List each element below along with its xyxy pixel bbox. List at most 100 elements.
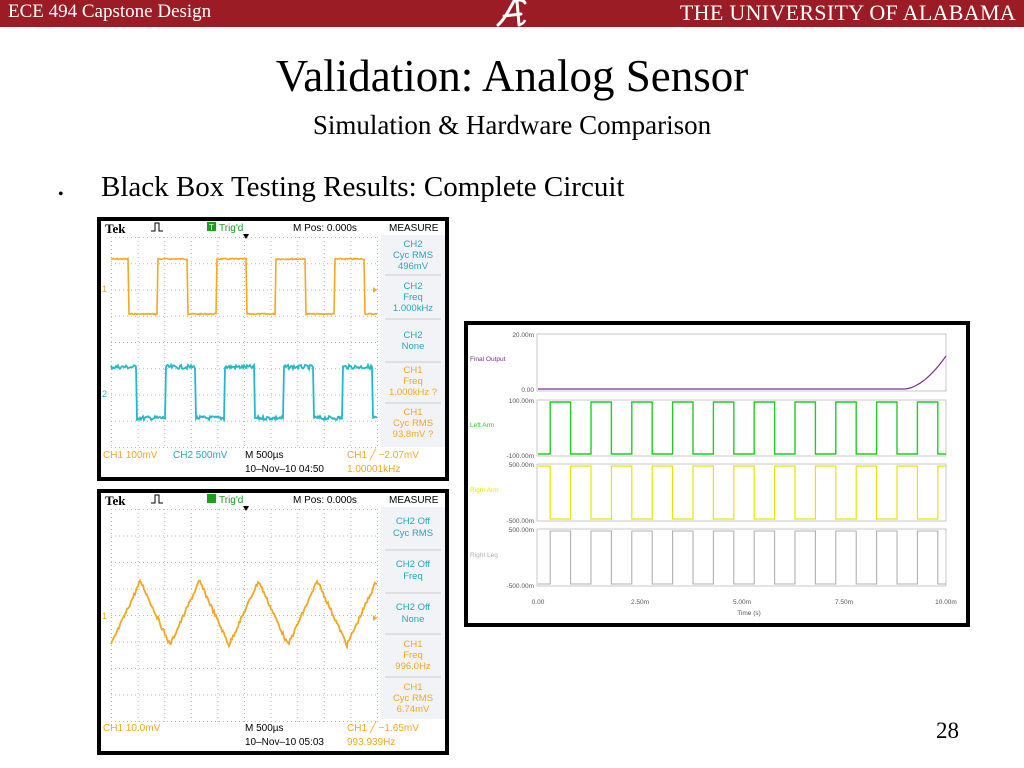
scope-2-trigger-level-icon [373, 615, 377, 621]
scope-2-trigger-edge-icon [151, 494, 163, 504]
scope-1-measurement-1: CH2 Cyc RMS 496mV [393, 239, 433, 272]
scope-2-measurement-4: CH1 Freq 996.0Hz [395, 639, 431, 672]
sim-final-output-trace [538, 355, 947, 390]
scope-1-measurement-5: CH1 Cyc RMS 93.8mV ? [393, 407, 434, 440]
svg-text:6.74mV: 6.74mV [397, 704, 430, 715]
scope-2-brand: Tek [105, 493, 126, 508]
sim-right-arm-trace [538, 465, 946, 520]
scope-2-ch1-scale: CH1 10.0mV [103, 723, 161, 734]
scope-1-brand: Tek [105, 221, 126, 236]
sim-panel-1-bottom-label: 0.00 [521, 387, 534, 394]
svg-text:Freq: Freq [403, 292, 423, 303]
scope-1-mpos: M Pos: 0.000s [293, 223, 357, 234]
oscilloscope-capture-2: Tek Trig'd M Pos: 0.000s MEASURE 1 CH2 O… [97, 489, 449, 755]
svg-text:None: None [402, 614, 425, 625]
sim-panel-2-bottom-label: -100.00m [507, 453, 534, 460]
svg-text:CH2: CH2 [403, 239, 422, 250]
scope-2-date: 10–Nov–10 05:03 [245, 737, 324, 748]
svg-text:Cyc RMS: Cyc RMS [393, 693, 433, 704]
svg-text:CH1: CH1 [403, 682, 422, 693]
sim-x-label: Time (s) [737, 610, 761, 617]
slide-title: Validation: Analog Sensor [275, 51, 749, 101]
sim-x-tick: 2.50m [631, 599, 649, 606]
sim-x-tick: 0.00 [532, 599, 545, 606]
scope-1-ch2-trace [110, 362, 378, 423]
svg-text:CH2 Off: CH2 Off [396, 602, 431, 613]
scope-1-graticule [111, 237, 378, 448]
scope-2-mpos: M Pos: 0.000s [293, 495, 357, 506]
scope-2-measure-header: MEASURE [389, 495, 439, 506]
scope-1-screen: Tek T Trig'd M Pos: 0.000s MEASURE 1 2 C… [101, 221, 445, 477]
scope-1-ch2-marker: 2 [102, 389, 107, 399]
oscilloscope-capture-1: Tek T Trig'd M Pos: 0.000s MEASURE 1 2 C… [97, 217, 449, 481]
svg-text:Cyc RMS: Cyc RMS [393, 418, 433, 429]
university-name: THE UNIVERSITY OF ALABAMA [679, 0, 1016, 25]
sim-left-arm-trace [538, 401, 946, 455]
sim-panel-left-arm [536, 399, 947, 457]
sim-x-tick: 5.00m [733, 599, 751, 606]
scope-1-trig-status: Trig'd [219, 223, 243, 234]
svg-text:Freq: Freq [403, 571, 423, 582]
scope-2-trig-badge [207, 494, 216, 503]
simulation-plot: 20.00m 0.00 Final Output 100.00m -100.00… [464, 321, 970, 627]
scope-1-measurement-4: CH1 Freq 1.000kHz ? [389, 365, 437, 398]
svg-text:CH2 Off: CH2 Off [396, 516, 431, 527]
svg-text:CH1: CH1 [403, 407, 422, 418]
scope-2-graticule [111, 509, 378, 722]
scope-1-ch2-scale: CH2 500mV [173, 450, 228, 461]
svg-text:None: None [402, 341, 425, 352]
sim-x-tick: 7.50m [835, 599, 853, 606]
scope-1-trigger-position-icon [243, 234, 249, 239]
scope-1-trigger-edge-icon [151, 222, 163, 232]
svg-text:996.0Hz: 996.0Hz [395, 661, 431, 672]
scope-1-measurement-3: CH2 None [402, 330, 425, 352]
scope-1-freq-readout: 1.00001kHz [347, 464, 400, 475]
sim-panel-1-top-label: 20.00m [512, 332, 534, 339]
sim-panel-3-bottom-label: -500.00m [507, 518, 534, 525]
scope-1-trigger-level-icon [373, 287, 377, 293]
bullet-dot-icon: • [58, 186, 64, 203]
sim-x-axis: 0.00 2.50m 5.00m 7.50m 10.00m Time (s) [532, 599, 957, 617]
scope-2-measurement-5: CH1 Cyc RMS 6.74mV [393, 682, 433, 715]
svg-text:Freq: Freq [403, 650, 423, 661]
sim-panel-4-bottom-label: -500.00m [507, 583, 534, 590]
svg-text:CH2 Off: CH2 Off [396, 559, 431, 570]
sim-right-leg-trace [538, 530, 946, 585]
sim-panel-right-arm [536, 463, 947, 522]
sim-panel-1-name: Final Output [470, 356, 506, 363]
scope-1-trig-badge-label: T [209, 223, 214, 232]
svg-text:CH2: CH2 [403, 281, 422, 292]
scope-2-freq-readout: 993.939Hz [347, 737, 395, 748]
sim-panel-right-leg [536, 528, 947, 587]
scope-2-trigger-position-icon [243, 506, 249, 511]
scope-1-date: 10–Nov–10 04:50 [245, 464, 324, 475]
sim-panel-3-name: Right Arm [470, 487, 499, 494]
svg-text:Freq: Freq [403, 376, 423, 387]
course-label: ECE 494 Capstone Design [8, 1, 212, 22]
scope-2-timebase: M 500µs [245, 723, 284, 734]
scope-1-trigger-readout: CH1 ╱ −2.07mV [347, 448, 419, 461]
slide-subtitle: Simulation & Hardware Comparison [312, 110, 712, 140]
scope-2-trig-status: Trig'd [219, 495, 243, 506]
svg-text:CH1: CH1 [403, 639, 422, 650]
scope-2-screen: Tek Trig'd M Pos: 0.000s MEASURE 1 CH2 O… [101, 493, 445, 751]
scope-1-timebase: M 500µs [245, 450, 284, 461]
sim-panel-2-top-label: 100.00m [509, 398, 534, 405]
scope-1-trig-badge [207, 222, 216, 231]
sim-panel-3-top-label: 500.00m [509, 462, 534, 469]
svg-text:CH2: CH2 [403, 330, 422, 341]
svg-text:93.8mV ?: 93.8mV ? [393, 429, 434, 440]
svg-text:1.000kHz: 1.000kHz [393, 303, 433, 314]
svg-text:CH1: CH1 [403, 365, 422, 376]
sim-panel-final-output [536, 333, 947, 392]
sim-panel-2-name: Left Arm [470, 422, 494, 429]
scope-1-ch1-scale: CH1 100mV [103, 450, 158, 461]
scope-2-measurement-1: CH2 Off Cyc RMS [393, 516, 433, 539]
sim-panel-4-name: Right Leg [470, 552, 498, 559]
svg-text:1.000kHz ?: 1.000kHz ? [389, 387, 437, 398]
simulation-plot-canvas: 20.00m 0.00 Final Output 100.00m -100.00… [468, 325, 966, 623]
scope-1-ch1-trace [110, 257, 377, 316]
svg-text:Cyc RMS: Cyc RMS [393, 528, 433, 539]
header-bar: ECE 494 Capstone Design THE UNIVERSITY O… [0, 0, 1024, 27]
sim-panel-4-top-label: 500.00m [509, 527, 534, 534]
